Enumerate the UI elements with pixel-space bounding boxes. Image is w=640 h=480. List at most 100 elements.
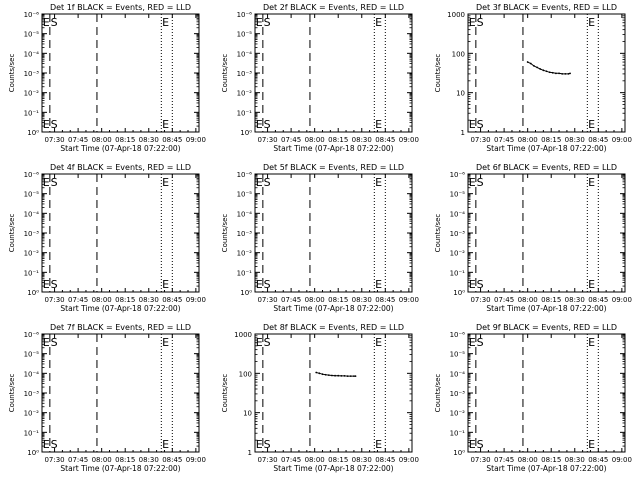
marker-letter-top: E <box>469 16 476 29</box>
x-tick-label: 08:45 <box>588 296 608 304</box>
plot-frame <box>41 173 200 293</box>
plot-frame <box>254 173 413 293</box>
events-data-point <box>327 374 330 377</box>
y-tick-label: 10⁻⁶ <box>237 11 253 19</box>
x-tick-label: 08:30 <box>139 456 159 464</box>
y-tick-label: 10⁰ <box>240 289 252 297</box>
marker-letter-top: S <box>51 16 58 29</box>
x-axis-label: Start Time (07-Apr-18 07:22:00) <box>486 464 606 473</box>
y-tick-label: 10⁻² <box>450 250 466 258</box>
marker-letter: E <box>469 118 476 131</box>
x-tick-label: 07:30 <box>44 136 64 144</box>
marker-letter-top: S <box>51 336 58 349</box>
events-data-point <box>340 375 343 377</box>
events-data-point <box>526 61 529 63</box>
marker-letter-top: E <box>43 16 50 29</box>
x-tick-label: 08:15 <box>541 136 561 144</box>
chart-panel-5: Det 5f BLACK = Events, RED = LLD 07:30 07:… <box>221 163 419 313</box>
y-axis-label: Counts/sec <box>434 54 442 93</box>
x-tick-label: 08:30 <box>352 296 372 304</box>
y-tick-label: 10⁻³ <box>237 230 253 238</box>
y-tick-label: 10⁻⁴ <box>237 210 253 218</box>
events-data-point <box>555 72 557 75</box>
x-tick-label: 07:45 <box>494 456 514 464</box>
x-tick-label: 07:30 <box>470 136 490 144</box>
x-tick-label: 08:00 <box>518 296 538 304</box>
marker-letter-top: S <box>477 16 484 29</box>
x-tick-label: 08:15 <box>115 456 135 464</box>
y-tick-label: 10⁻³ <box>24 70 40 78</box>
plot-frame <box>467 173 626 293</box>
events-data-point <box>346 375 349 378</box>
y-tick-label: 10 <box>243 410 252 418</box>
y-axis-label: Counts/sec <box>8 54 16 93</box>
x-tick-label: 08:15 <box>115 136 135 144</box>
marker-letter: S <box>477 118 484 131</box>
marker-letter-top: S <box>477 176 484 189</box>
chart-title: Det 6f BLACK = Events, RED = LLD <box>476 163 617 172</box>
events-data-point <box>567 72 570 75</box>
x-tick-label: 08:30 <box>565 456 585 464</box>
marker-letter: E <box>375 118 382 131</box>
x-tick-label: 09:00 <box>399 136 419 144</box>
x-tick-label: 08:00 <box>518 136 538 144</box>
marker-letter: E <box>43 118 50 131</box>
marker-letter-top: S <box>51 176 58 189</box>
events-data-point <box>343 375 346 377</box>
events-data-point <box>569 72 571 75</box>
x-tick-label: 08:45 <box>162 136 182 144</box>
y-tick-label: 10⁻⁴ <box>24 210 40 218</box>
x-tick-label: 09:00 <box>612 456 632 464</box>
y-tick-label: 10⁻² <box>24 250 40 258</box>
x-axis-label: Start Time (07-Apr-18 07:22:00) <box>60 464 180 473</box>
marker-letter: E <box>256 438 263 451</box>
marker-letter: S <box>477 278 484 291</box>
marker-letter-top: E <box>588 176 595 189</box>
y-tick-label: 10⁻¹ <box>237 109 253 117</box>
marker-letter-top: E <box>256 336 263 349</box>
y-tick-label: 10⁻³ <box>450 390 466 398</box>
y-tick-label: 10⁻³ <box>450 230 466 238</box>
marker-letter: E <box>162 438 169 451</box>
events-data-point <box>558 72 560 75</box>
x-tick-label: 08:15 <box>541 296 561 304</box>
y-tick-label: 10⁻⁵ <box>237 31 253 39</box>
x-tick-label: 07:30 <box>44 456 64 464</box>
y-axis-label: Counts/sec <box>221 54 229 93</box>
x-tick-label: 09:00 <box>399 456 419 464</box>
x-tick-label: 07:45 <box>494 296 514 304</box>
marker-letter: S <box>264 278 271 291</box>
y-tick-label: 10⁻⁵ <box>450 191 466 199</box>
marker-letter-top: E <box>375 176 382 189</box>
x-tick-label: 09:00 <box>612 296 632 304</box>
chart-panel-2: Det 2f BLACK = Events, RED = LLD 07:30 07:… <box>221 3 419 153</box>
x-tick-label: 08:45 <box>162 296 182 304</box>
marker-letter-top: E <box>162 336 169 349</box>
y-tick-label: 10⁻² <box>237 90 253 98</box>
y-tick-label: 10⁻⁶ <box>450 171 466 179</box>
x-tick-label: 07:45 <box>68 296 88 304</box>
marker-letter: E <box>375 438 382 451</box>
plot-frame <box>41 333 200 453</box>
marker-letter: E <box>256 118 263 131</box>
y-tick-label: 10⁻⁶ <box>450 331 466 339</box>
events-data-point <box>564 72 567 75</box>
y-tick-label: 100 <box>452 50 465 58</box>
chart-title: Det 3f BLACK = Events, RED = LLD <box>476 3 617 12</box>
y-tick-label: 10⁻¹ <box>24 269 40 277</box>
marker-letter-top: E <box>162 16 169 29</box>
marker-letter: E <box>43 278 50 291</box>
plot-frame <box>254 13 413 133</box>
events-data-point <box>539 68 542 70</box>
y-tick-label: 10⁻³ <box>24 390 40 398</box>
marker-letter-top: E <box>588 336 595 349</box>
y-tick-label: 10⁻³ <box>237 70 253 78</box>
y-tick-label: 10⁻¹ <box>450 429 466 437</box>
events-data-point <box>545 70 548 73</box>
y-tick-label: 1000 <box>234 331 252 339</box>
x-tick-label: 07:45 <box>68 456 88 464</box>
y-axis-label: Counts/sec <box>8 374 16 413</box>
y-tick-label: 10⁻⁵ <box>237 191 253 199</box>
marker-letter: E <box>162 278 169 291</box>
marker-letter: E <box>162 118 169 131</box>
